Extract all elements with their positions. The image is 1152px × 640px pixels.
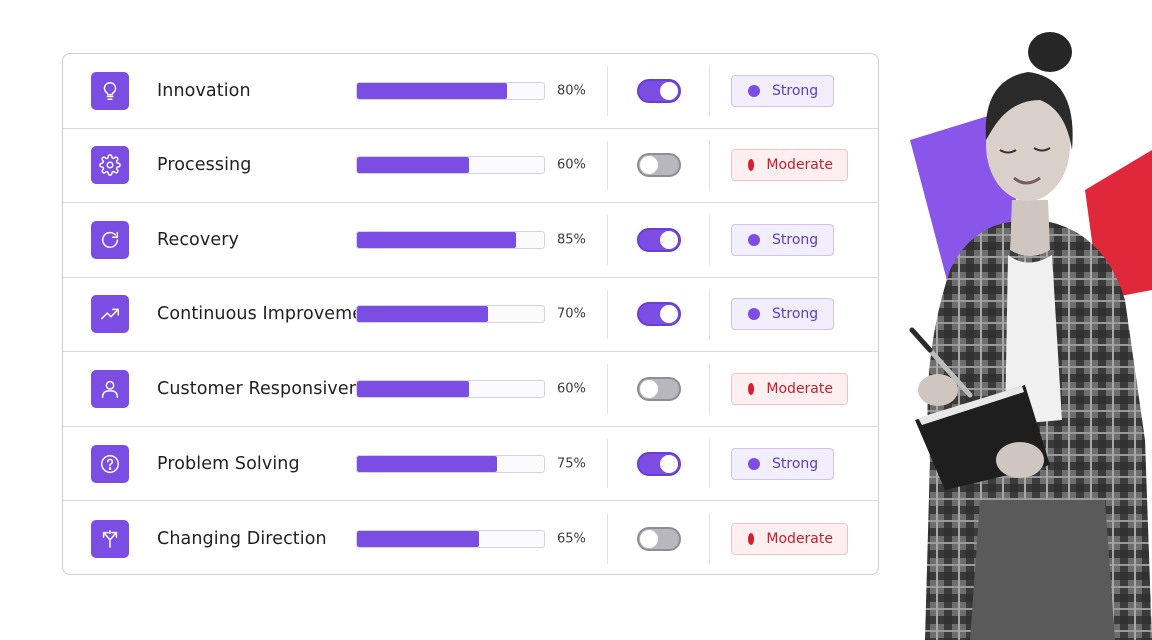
column-divider <box>709 513 710 564</box>
progress-fill <box>357 306 488 323</box>
progress-fill <box>357 157 470 174</box>
question-icon <box>91 444 129 483</box>
toggle-knob <box>660 81 678 100</box>
percent-value: 60% <box>557 381 586 397</box>
column-divider <box>709 66 710 116</box>
progress-fill <box>357 455 498 472</box>
competency-row: Innovation 80% Strong <box>63 54 878 129</box>
enable-toggle[interactable] <box>637 302 681 327</box>
competency-label: Changing Direction <box>157 528 327 549</box>
status-badge: Strong <box>731 447 834 480</box>
status-badge: Moderate <box>731 522 848 555</box>
competency-label: Customer Responsiveness <box>157 379 390 400</box>
competency-panel: Innovation 80% Strong Processing 60% Mod… <box>62 53 879 575</box>
percent-value: 60% <box>557 157 586 173</box>
competency-row: Problem Solving 75% Strong <box>63 427 878 502</box>
competency-label: Recovery <box>157 229 239 250</box>
column-divider <box>709 215 710 265</box>
progress-fill <box>357 82 507 99</box>
competency-label: Innovation <box>157 80 251 101</box>
progress-bar <box>356 156 545 175</box>
progress-fill <box>357 530 479 547</box>
status-dot <box>748 457 760 470</box>
status-badge: Strong <box>731 298 834 331</box>
toggle-knob <box>660 454 678 473</box>
status-label: Strong <box>772 231 819 248</box>
column-divider <box>709 289 710 340</box>
competency-row: Customer Responsiveness 60% Moderate <box>63 352 878 427</box>
percent-value: 70% <box>557 306 586 322</box>
enable-toggle[interactable] <box>637 526 681 551</box>
status-badge: Strong <box>731 74 834 107</box>
competency-row: Processing 60% Moderate <box>63 129 878 204</box>
toggle-knob <box>660 305 678 324</box>
status-badge: Strong <box>731 223 834 256</box>
column-divider <box>607 438 608 489</box>
competency-label: Continuous Improvement <box>157 304 382 325</box>
column-divider <box>709 140 710 191</box>
status-dot <box>748 84 760 97</box>
percent-value: 80% <box>557 83 586 99</box>
enable-toggle[interactable] <box>637 451 681 476</box>
status-label: Strong <box>772 82 819 99</box>
status-label: Moderate <box>766 381 833 398</box>
toggle-knob <box>640 156 658 175</box>
column-divider <box>607 364 608 414</box>
toggle-knob <box>660 230 678 249</box>
status-dot <box>748 159 755 172</box>
status-dot <box>748 383 755 396</box>
progress-bar <box>356 380 545 399</box>
progress-bar <box>356 81 545 100</box>
competency-label: Problem Solving <box>157 453 300 474</box>
status-dot <box>748 532 755 545</box>
column-divider <box>607 140 608 191</box>
status-label: Moderate <box>766 157 833 174</box>
status-badge: Moderate <box>731 373 848 406</box>
competency-row: Recovery 85% Strong <box>63 203 878 278</box>
progress-fill <box>357 231 516 248</box>
gear-icon <box>91 146 129 185</box>
enable-toggle[interactable] <box>637 377 681 402</box>
enable-toggle[interactable] <box>637 153 681 178</box>
status-badge: Moderate <box>731 149 848 182</box>
column-divider <box>607 513 608 564</box>
competency-label: Processing <box>157 155 252 176</box>
progress-bar <box>356 230 545 249</box>
status-dot <box>748 308 760 321</box>
woman-writing-in-notebook-image <box>900 0 1152 640</box>
refresh-icon <box>91 220 129 259</box>
status-dot <box>748 233 760 246</box>
enable-toggle[interactable] <box>637 227 681 252</box>
status-label: Strong <box>772 455 819 472</box>
competency-row: Continuous Improvement 70% Strong <box>63 278 878 353</box>
lightbulb-icon <box>91 71 129 110</box>
percent-value: 75% <box>557 456 586 472</box>
enable-toggle[interactable] <box>637 78 681 103</box>
status-label: Moderate <box>766 530 833 547</box>
column-divider <box>709 438 710 489</box>
percent-value: 65% <box>557 531 586 547</box>
competency-row: Changing Direction 65% Moderate <box>63 501 878 574</box>
toggle-knob <box>640 380 658 399</box>
progress-bar <box>356 529 545 548</box>
progress-bar <box>356 454 545 473</box>
trend-up-icon <box>91 295 129 334</box>
column-divider <box>607 66 608 116</box>
toggle-knob <box>640 529 658 548</box>
percent-value: 85% <box>557 232 586 248</box>
progress-bar <box>356 305 545 324</box>
split-arrows-icon <box>91 519 129 558</box>
status-label: Strong <box>772 306 819 323</box>
column-divider <box>607 289 608 340</box>
user-icon <box>91 370 129 409</box>
column-divider <box>709 364 710 414</box>
column-divider <box>607 215 608 265</box>
progress-fill <box>357 381 470 398</box>
